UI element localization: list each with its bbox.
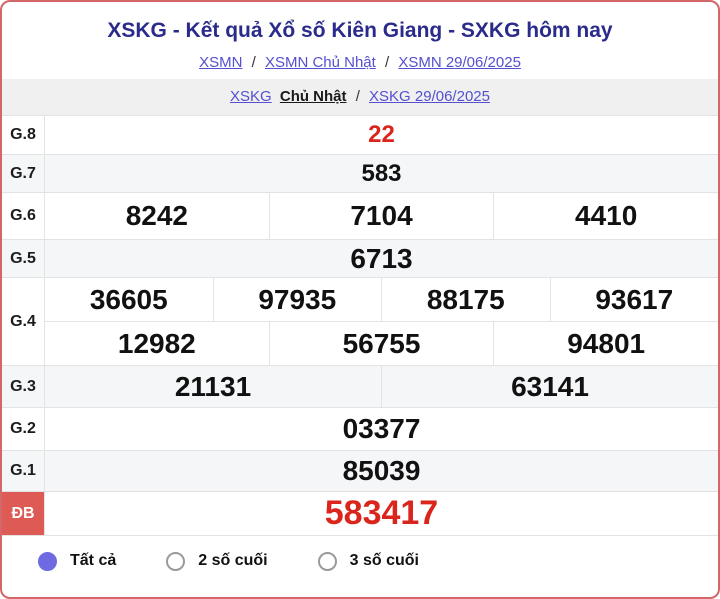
breadcrumb-separator: / [251,54,256,71]
filter-option-all[interactable]: Tất cả [38,551,117,571]
breadcrumb-link-xsmn-chu-nhat[interactable]: XSMN Chủ Nhật [264,54,376,71]
prize-row-g4: G.4 36605 97935 88175 93617 12982 56755 … [2,278,718,366]
filter-option-label: 2 số cuối [198,552,268,569]
page-title: XSKG - Kết quả Xổ số Kiên Giang - SXKG h… [107,19,613,42]
prize-number: 22 [368,121,395,148]
prize-number: 97935 [212,278,382,321]
results-table: G.8 22 G.7 583 G.6 8242 7104 4410 G.5 67… [2,115,718,536]
subnav-current-day: Chủ Nhật [279,88,347,105]
prize-number: 93617 [549,278,719,321]
filter-option-last-3-digits[interactable]: 3 số cuối [317,551,419,571]
prize-number: 36605 [89,283,168,315]
prize-row-g2: G.2 03377 [2,408,718,451]
prize-number: 21131 [174,370,252,402]
prize-label-g5: G.5 [2,240,45,277]
radio-selected-icon[interactable] [38,551,57,571]
subnav-separator: / [355,88,360,105]
radio-unselected-icon[interactable] [166,551,186,571]
filter-option-label: 3 số cuối [349,552,419,569]
prize-row-g6: G.6 8242 7104 4410 [2,193,718,240]
prize-row-g3: G.3 21131 63141 [2,366,718,408]
subnav-link-xskg-date[interactable]: XSKG 29/06/2025 [369,88,490,105]
filter-bar: Tất cả 2 số cuối 3 số cuối [2,536,718,597]
prize-number: 8242 [125,200,188,231]
breadcrumb-link-xsmn[interactable]: XSMN [199,54,243,71]
prize-number: 63141 [381,366,718,407]
filter-option-label: Tất cả [70,552,117,569]
prize-number: 56755 [268,322,494,365]
prize-number: 583 [361,159,402,187]
prize-number: 6713 [350,242,413,274]
prize-label-g8: G.8 [2,116,45,154]
breadcrumb: XSMN / XSMN Chủ Nhật / XSMN 29/06/2025 [2,54,718,72]
prize-number: 85039 [342,455,421,486]
prize-number: 7104 [268,193,494,239]
special-prize-number: 583417 [324,494,439,532]
subnav-bar: XSKG Chủ Nhật / XSKG 29/06/2025 [2,79,718,115]
prize-label-g4: G.4 [2,278,45,365]
header: XSKG - Kết quả Xổ số Kiên Giang - SXKG h… [2,2,718,72]
prize-label-g2: G.2 [2,408,45,450]
prize-row-db: ĐB 583417 [2,492,718,536]
prize-number: 88175 [381,278,550,321]
prize-row-g1: G.1 85039 [2,451,718,492]
prize-number: 03377 [342,413,421,444]
radio-unselected-icon[interactable] [317,551,337,571]
prize-row-g5: G.5 6713 [2,240,718,278]
prize-label-g1: G.1 [2,451,45,491]
prize-number: 94801 [493,322,718,365]
prize-label-g7: G.7 [2,155,45,192]
prize-number: 4410 [493,193,718,239]
subnav-link-xskg[interactable]: XSKG [230,88,272,105]
prize-label-g3: G.3 [2,366,45,407]
prize-row-g7: G.7 583 [2,155,718,193]
prize-label-g6: G.6 [2,193,45,239]
filter-option-last-2-digits[interactable]: 2 số cuối [166,551,268,571]
breadcrumb-link-xsmn-date[interactable]: XSMN 29/06/2025 [398,54,521,71]
prize-number: 12982 [117,327,196,359]
prize-label-db: ĐB [2,492,45,535]
prize-row-g8: G.8 22 [2,116,718,155]
breadcrumb-separator: / [384,54,390,71]
